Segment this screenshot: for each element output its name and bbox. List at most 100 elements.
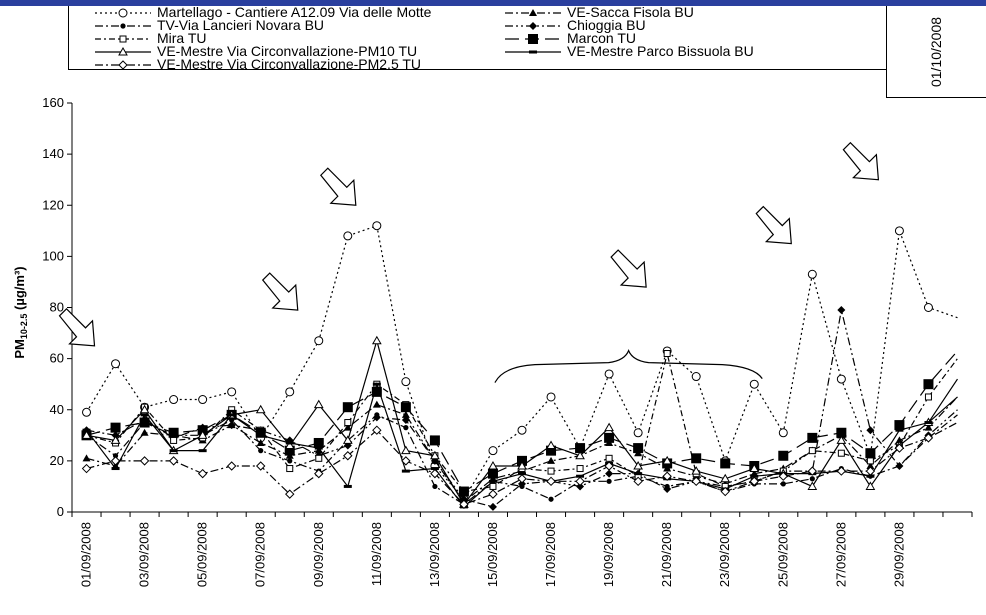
legend-item: VE-Sacca Fisola BU xyxy=(503,4,694,20)
legend-label: Martellago - Cantiere A12.09 Via delle M… xyxy=(157,4,432,20)
x-tick-label: 03/09/2008 xyxy=(137,522,152,587)
annotation-brace xyxy=(494,349,763,383)
x-tick-label: 27/09/2008 xyxy=(833,522,848,587)
data-point xyxy=(807,466,818,476)
data-point xyxy=(517,455,527,466)
data-point xyxy=(836,435,847,444)
data-point xyxy=(342,435,353,444)
data-point xyxy=(227,387,237,397)
data-point xyxy=(403,425,409,431)
data-point xyxy=(227,413,236,417)
data-point xyxy=(605,454,613,462)
data-point xyxy=(663,350,671,358)
data-point xyxy=(430,468,440,479)
data-point xyxy=(691,466,702,475)
legend-swatch-marker xyxy=(120,22,126,29)
data-point xyxy=(837,306,846,315)
data-point xyxy=(894,443,905,453)
data-point xyxy=(546,440,556,450)
legend-item: VE-Mestre Via Circonvallazione-PM2.5 TU xyxy=(93,56,422,72)
data-point xyxy=(487,468,498,479)
y-tick-label: 40 xyxy=(50,402,64,417)
data-point xyxy=(720,486,730,497)
data-point xyxy=(866,426,875,435)
data-point xyxy=(749,379,759,389)
data-point xyxy=(227,421,236,430)
data-point xyxy=(256,461,266,471)
data-point xyxy=(140,413,149,417)
data-point xyxy=(546,392,556,402)
data-point xyxy=(313,437,324,448)
y-tick-label: 100 xyxy=(42,248,64,263)
legend-label: VE-Sacca Fisola BU xyxy=(567,4,694,20)
data-point xyxy=(750,474,759,478)
data-point xyxy=(807,432,818,443)
legend-label: Chioggia BU xyxy=(567,17,646,33)
data-point xyxy=(749,463,760,473)
data-point xyxy=(517,460,527,470)
data-point xyxy=(430,450,440,460)
data-point xyxy=(197,425,208,436)
data-point xyxy=(401,456,411,466)
annotation-arrow xyxy=(261,272,299,311)
legend-item: Marcon TU xyxy=(503,31,636,45)
data-point xyxy=(808,447,816,455)
data-point xyxy=(778,471,788,481)
data-point xyxy=(285,441,294,445)
data-point xyxy=(400,402,411,413)
data-point xyxy=(170,436,178,444)
x-tick-label: 07/09/2008 xyxy=(253,522,268,587)
data-point xyxy=(604,422,614,432)
data-point xyxy=(401,445,411,455)
data-point xyxy=(342,402,353,413)
x-tick-label: 05/09/2008 xyxy=(195,522,210,587)
data-point xyxy=(633,476,643,487)
legend-swatch-marker xyxy=(118,46,128,55)
annotation-arrow xyxy=(58,307,96,347)
data-point xyxy=(372,221,382,231)
data-point xyxy=(517,425,527,435)
y-tick-label: 60 xyxy=(50,351,64,366)
data-point xyxy=(430,467,439,471)
legend-label: VE-Mestre Via Circonvallazione-PM2.5 TU xyxy=(157,56,422,72)
data-point xyxy=(111,467,120,471)
data-point xyxy=(633,460,643,470)
data-point xyxy=(401,410,410,418)
data-point xyxy=(372,425,382,435)
data-point xyxy=(836,466,847,476)
data-point xyxy=(372,382,381,386)
data-point xyxy=(720,473,731,483)
data-point xyxy=(343,484,352,488)
data-point xyxy=(809,476,815,482)
data-point xyxy=(401,469,410,473)
data-point xyxy=(314,446,323,450)
data-point xyxy=(255,404,266,414)
x-tick-label: 21/09/2008 xyxy=(659,522,674,587)
legend: Martellago - Cantiere A12.09 Via delle M… xyxy=(68,4,888,72)
data-point xyxy=(894,420,905,431)
data-point xyxy=(112,453,119,459)
annotation-arrow xyxy=(842,141,880,181)
data-point xyxy=(372,400,381,408)
data-point xyxy=(111,431,120,440)
data-point xyxy=(518,472,526,476)
data-point xyxy=(489,482,497,490)
data-point xyxy=(576,465,584,473)
x-tick-label: 01/09/2008 xyxy=(79,522,94,587)
data-point xyxy=(866,461,875,469)
data-point xyxy=(372,413,381,422)
data-point xyxy=(604,461,614,471)
x-tick-label: 15/09/2008 xyxy=(485,522,500,587)
data-point xyxy=(924,421,933,425)
data-point xyxy=(575,476,585,487)
data-point xyxy=(140,428,149,436)
legend-item: TV-Via Lancieri Novara BU xyxy=(93,18,324,32)
data-point xyxy=(778,450,789,461)
legend-swatch-marker xyxy=(529,8,537,16)
data-point xyxy=(924,423,933,431)
data-point xyxy=(604,369,614,379)
data-point xyxy=(81,463,92,474)
x-tick-label: 17/09/2008 xyxy=(543,522,558,587)
data-point xyxy=(198,449,207,453)
